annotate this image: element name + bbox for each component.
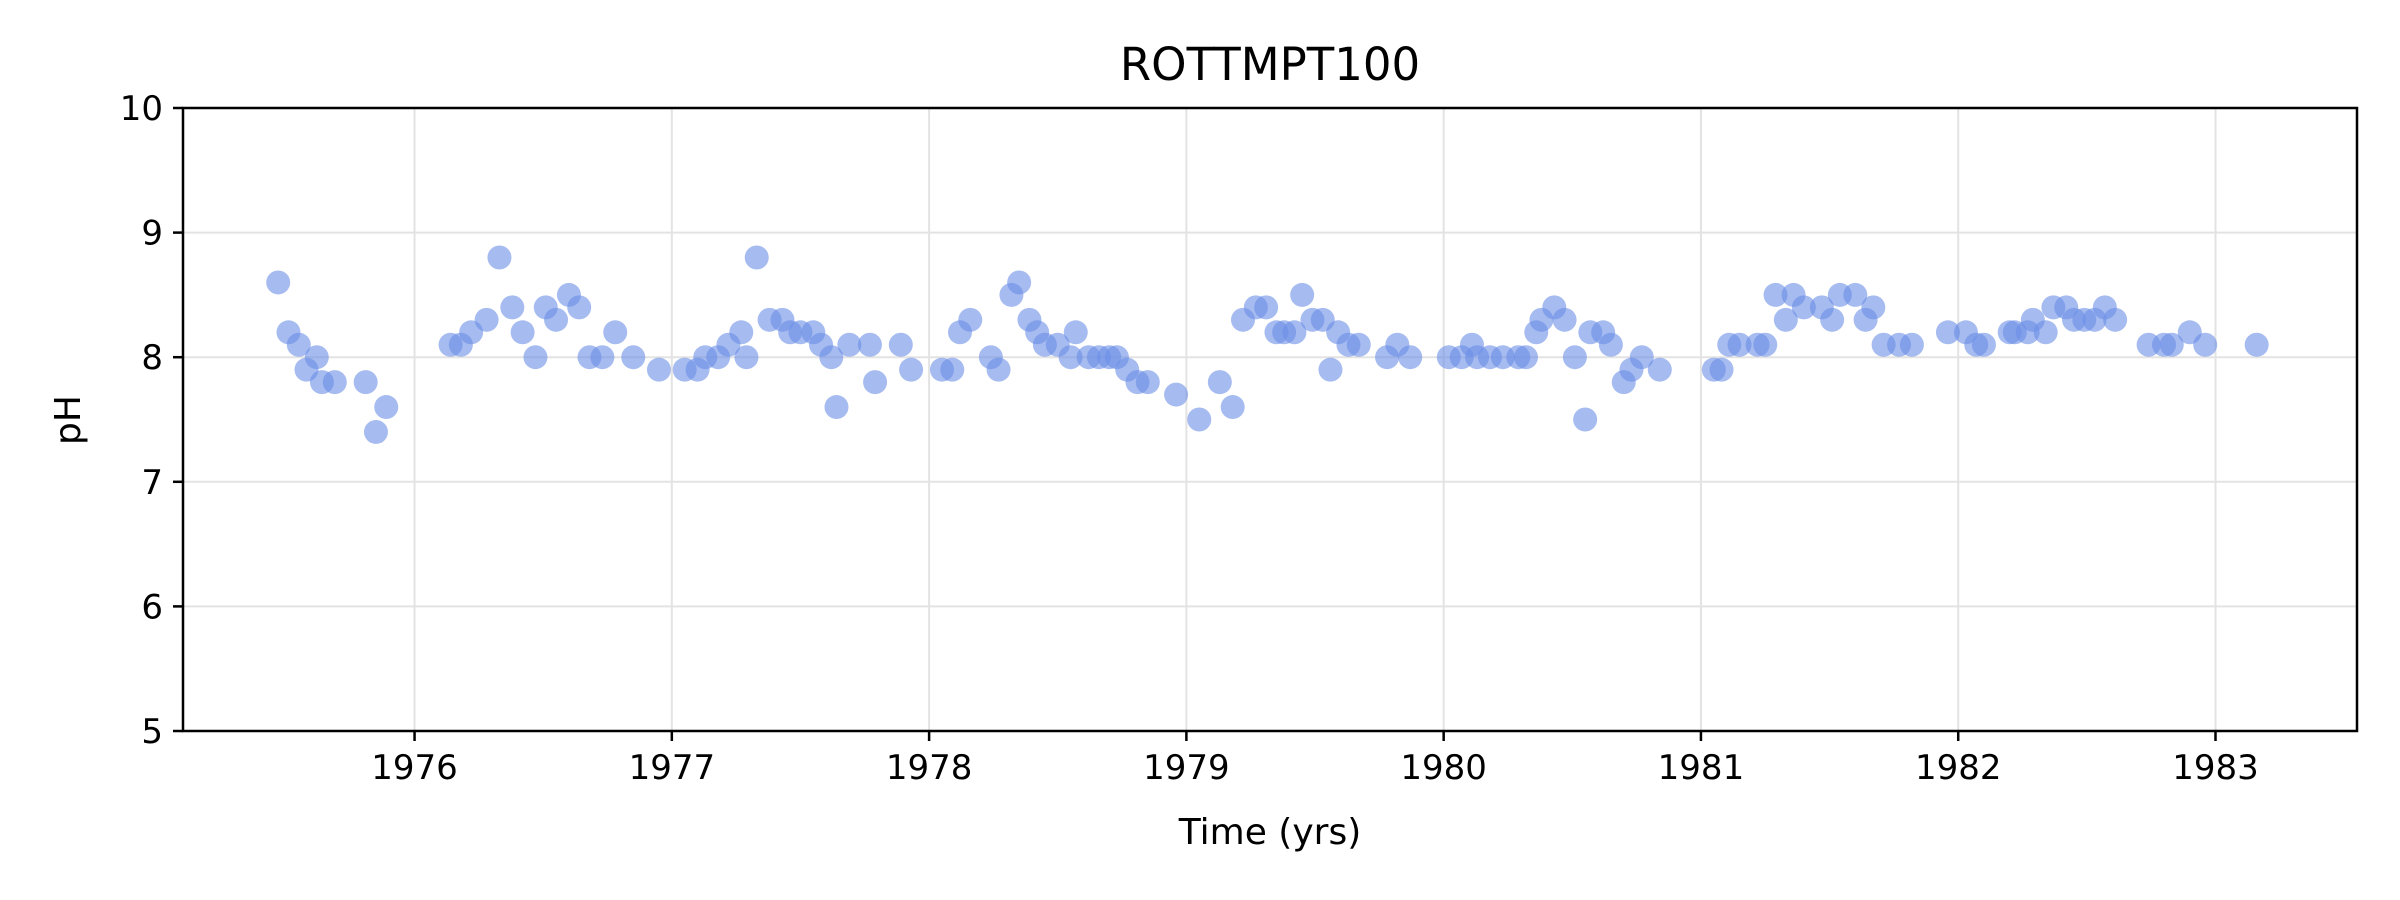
data-point: [1007, 270, 1031, 294]
data-point: [2245, 333, 2269, 357]
data-point: [2193, 333, 2217, 357]
data-point: [305, 345, 329, 369]
data-point: [1187, 408, 1211, 432]
data-point: [858, 333, 882, 357]
y-tick-label: 6: [141, 587, 163, 627]
data-point: [266, 270, 290, 294]
data-point: [1648, 358, 1672, 382]
data-point: [1347, 333, 1371, 357]
data-point: [958, 308, 982, 332]
y-tick-label: 9: [141, 214, 163, 254]
x-tick-label: 1979: [1143, 748, 1230, 788]
data-points: [266, 246, 2268, 444]
data-point: [1514, 345, 1538, 369]
y-tick-label: 10: [120, 89, 163, 129]
data-point: [323, 370, 347, 394]
data-point: [1221, 395, 1245, 419]
data-point: [889, 333, 913, 357]
data-point: [899, 358, 923, 382]
data-point: [1318, 358, 1342, 382]
data-point: [734, 345, 758, 369]
data-point: [729, 320, 753, 344]
data-point: [567, 295, 591, 319]
data-point: [500, 295, 524, 319]
data-point: [1136, 370, 1160, 394]
data-point: [1599, 333, 1623, 357]
x-tick-label: 1981: [1658, 748, 1745, 788]
data-point: [1563, 345, 1587, 369]
data-point: [837, 333, 861, 357]
data-point: [1398, 345, 1422, 369]
plot-frame: [183, 108, 2357, 731]
data-point: [544, 308, 568, 332]
data-point: [1753, 333, 1777, 357]
data-point: [647, 358, 671, 382]
data-point: [1573, 408, 1597, 432]
x-tick-label: 1983: [2172, 748, 2259, 788]
data-point: [1164, 383, 1188, 407]
x-tick-label: 1977: [629, 748, 716, 788]
data-point: [1290, 283, 1314, 307]
data-point: [511, 320, 535, 344]
data-point: [940, 358, 964, 382]
data-point: [364, 420, 388, 444]
x-tick-label: 1980: [1400, 748, 1487, 788]
data-point: [745, 246, 769, 270]
x-tick-label: 1976: [371, 748, 458, 788]
x-tick-label: 1978: [886, 748, 973, 788]
data-point: [1820, 308, 1844, 332]
x-axis-label: Time (yrs): [1178, 812, 1362, 853]
data-point: [1861, 295, 1885, 319]
x-tick-label: 1982: [1915, 748, 2002, 788]
data-point: [374, 395, 398, 419]
data-point: [621, 345, 645, 369]
data-point: [603, 320, 627, 344]
data-point: [487, 246, 511, 270]
data-point: [1208, 370, 1232, 394]
data-point: [1972, 333, 1996, 357]
axis-ticks: 1976 1977 1978 1979 1980 1981 1982 1983 5 6 7 8 9 10: [120, 89, 2259, 788]
chart-title: ROTTMPT100: [1120, 38, 1420, 91]
y-axis-label: pH: [48, 395, 89, 445]
data-point: [863, 370, 887, 394]
data-point: [1064, 320, 1088, 344]
data-point: [824, 395, 848, 419]
data-point: [987, 358, 1011, 382]
data-point: [2103, 308, 2127, 332]
y-tick-label: 8: [141, 338, 163, 378]
data-point: [354, 370, 378, 394]
y-tick-label: 5: [141, 712, 163, 752]
grid-lines: [183, 108, 2357, 731]
y-tick-label: 7: [141, 463, 163, 503]
data-point: [2034, 320, 2058, 344]
data-point: [1254, 295, 1278, 319]
data-point: [590, 345, 614, 369]
data-point: [1900, 333, 1924, 357]
data-point: [1553, 308, 1577, 332]
data-point: [523, 345, 547, 369]
data-point: [1710, 358, 1734, 382]
data-point: [475, 308, 499, 332]
